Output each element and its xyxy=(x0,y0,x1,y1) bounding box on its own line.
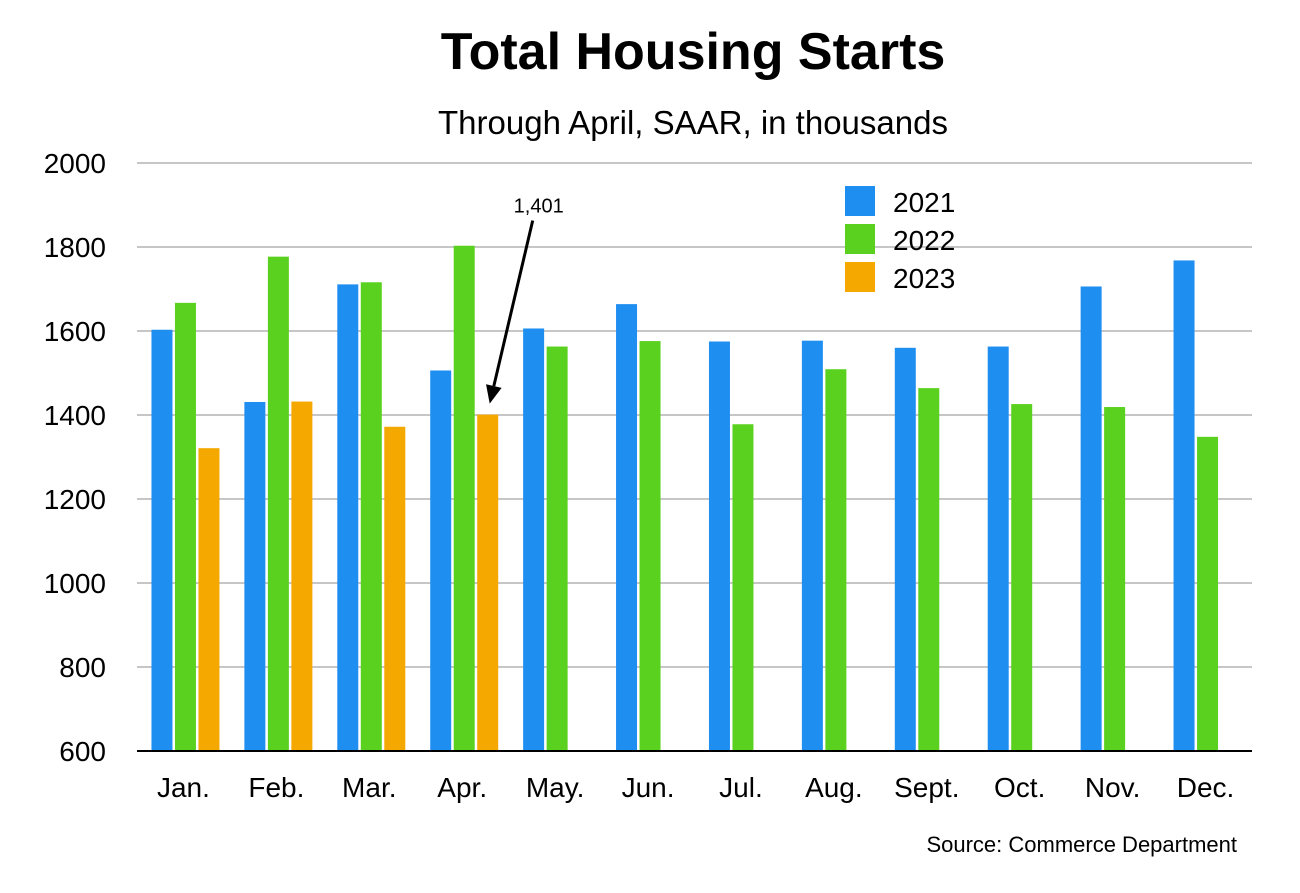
x-category-label: Jul. xyxy=(719,772,763,803)
bar-2021-6 xyxy=(616,304,638,751)
bar-2021-9 xyxy=(894,347,916,751)
bar-2021-12 xyxy=(1173,260,1195,751)
bar-2021-3 xyxy=(337,284,359,751)
y-tick-label: 1200 xyxy=(44,484,106,515)
y-tick-label: 1800 xyxy=(44,232,106,263)
bars xyxy=(151,245,1219,752)
bar-2022-2 xyxy=(267,256,289,751)
bar-2021-4 xyxy=(430,370,452,751)
x-category-label: Apr. xyxy=(437,772,487,803)
legend-label-2023: 2023 xyxy=(893,263,955,294)
bar-2023-3 xyxy=(384,426,406,751)
x-category-label: Mar. xyxy=(342,772,396,803)
x-category-label: Jun. xyxy=(622,772,675,803)
y-tick-label: 1600 xyxy=(44,316,106,347)
bar-2021-10 xyxy=(987,346,1009,751)
annotation-arrow-head xyxy=(486,384,502,404)
bar-2022-1 xyxy=(174,302,196,751)
annotation: 1,401 xyxy=(486,196,564,404)
y-tick-label: 2000 xyxy=(44,148,106,179)
bar-2021-11 xyxy=(1080,286,1102,751)
bar-2021-2 xyxy=(244,401,266,751)
x-axis-categories: Jan. Feb. Mar. Apr. May. Jun. Jul. Aug. Sept. Oct… xyxy=(157,772,1234,803)
y-axis-ticks: 600 800 1000 1200 1400 1600 1800 2000 xyxy=(44,148,106,767)
y-tick-label: 1400 xyxy=(44,400,106,431)
x-category-label: Sept. xyxy=(894,772,959,803)
bar-2023-2 xyxy=(291,401,313,751)
x-category-label: May. xyxy=(526,772,585,803)
bar-2021-7 xyxy=(708,341,730,751)
x-category-label: Dec. xyxy=(1177,772,1235,803)
legend-label-2021: 2021 xyxy=(893,187,955,218)
annotation-arrow-line xyxy=(492,220,535,387)
bar-2023-4 xyxy=(477,414,499,751)
annotation-label: 1,401 xyxy=(514,196,564,218)
bar-2021-8 xyxy=(801,340,823,751)
gridlines xyxy=(137,162,1252,668)
y-tick-label: 800 xyxy=(59,652,106,683)
y-tick-label: 600 xyxy=(59,736,106,767)
bar-2022-10 xyxy=(1011,404,1033,751)
legend-swatch-2022 xyxy=(845,224,875,254)
bar-2022-11 xyxy=(1104,407,1126,751)
legend: 2021 2022 2023 xyxy=(845,186,955,294)
x-category-label: Nov. xyxy=(1085,772,1141,803)
bar-2022-12 xyxy=(1197,436,1219,751)
bar-2022-8 xyxy=(825,369,847,751)
bar-2022-3 xyxy=(360,282,382,751)
bar-2021-5 xyxy=(523,328,545,751)
source-note: Source: Commerce Department xyxy=(926,832,1237,857)
legend-swatch-2021 xyxy=(845,186,875,216)
bar-2022-4 xyxy=(453,245,475,752)
bar-2023-1 xyxy=(198,448,220,751)
chart-subtitle: Through April, SAAR, in thousands xyxy=(438,104,948,141)
y-tick-label: 1000 xyxy=(44,568,106,599)
chart-title: Total Housing Starts xyxy=(441,23,946,81)
legend-label-2022: 2022 xyxy=(893,225,955,256)
x-category-label: Aug. xyxy=(805,772,863,803)
bar-2021-1 xyxy=(151,329,173,751)
bar-2022-7 xyxy=(732,424,754,751)
legend-swatch-2023 xyxy=(845,262,875,292)
bar-2022-5 xyxy=(546,346,568,751)
bar-2022-6 xyxy=(639,341,661,751)
x-category-label: Oct. xyxy=(994,772,1045,803)
x-category-label: Feb. xyxy=(248,772,304,803)
x-category-label: Jan. xyxy=(157,772,210,803)
bar-2022-9 xyxy=(918,388,940,751)
